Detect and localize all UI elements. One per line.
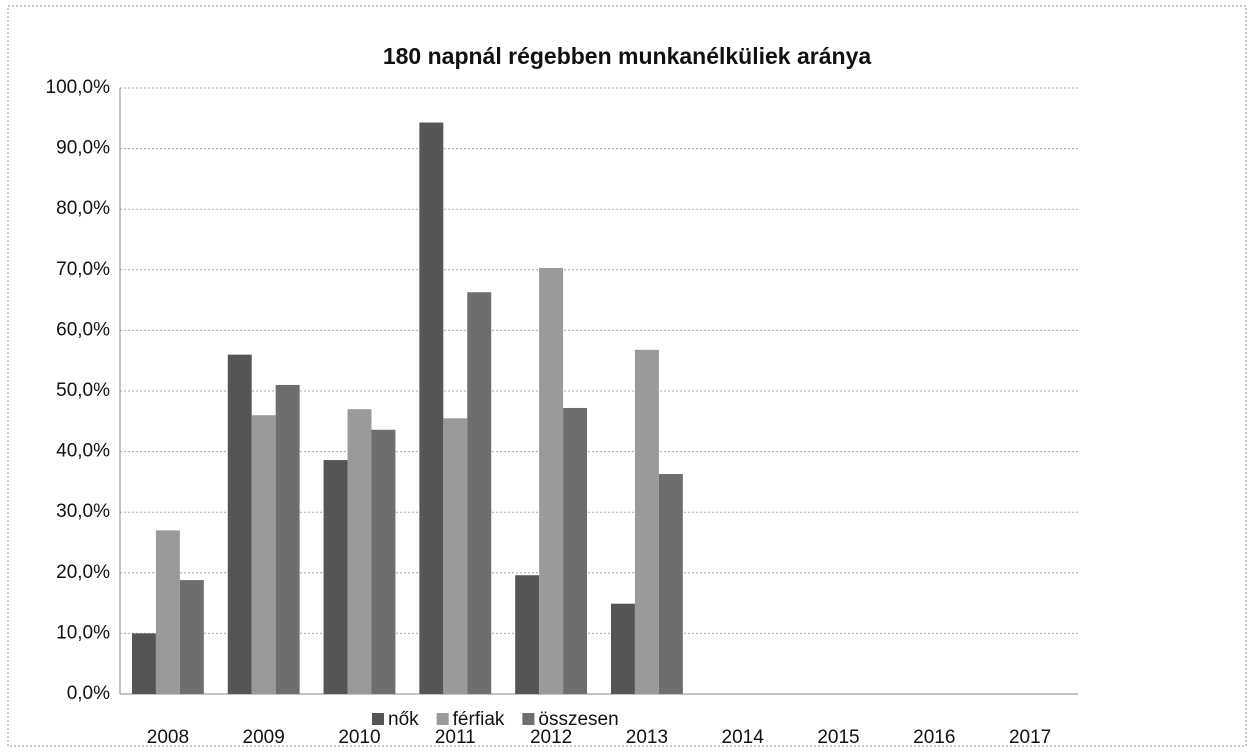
bar <box>371 429 396 694</box>
bar <box>227 354 252 694</box>
bar <box>443 418 468 694</box>
legend-label: összesen <box>538 709 618 730</box>
bar <box>155 530 180 694</box>
bar <box>347 409 372 694</box>
bar <box>658 474 683 694</box>
y-tick-label: 70,0% <box>56 259 110 280</box>
legend-swatch <box>436 713 449 725</box>
x-tick-label: 2010 <box>338 727 380 748</box>
chart-title: 180 napnál régebben munkanélküliek arány… <box>383 43 872 69</box>
x-tick-label: 2013 <box>626 727 668 748</box>
x-tick-label: 2014 <box>722 727 765 748</box>
legend-label: nők <box>388 709 419 730</box>
y-tick-label: 40,0% <box>56 441 110 462</box>
y-tick-label: 20,0% <box>56 562 110 583</box>
y-tick-label: 10,0% <box>56 622 110 643</box>
legend-label: férfiak <box>453 709 505 730</box>
y-tick-label: 30,0% <box>56 501 110 522</box>
y-tick-label: 90,0% <box>56 138 110 159</box>
y-tick-label: 0,0% <box>67 683 110 704</box>
x-tick-label: 2017 <box>1009 727 1051 748</box>
x-tick-label: 2009 <box>243 727 285 748</box>
y-tick-label: 50,0% <box>56 380 110 401</box>
x-tick-label: 2012 <box>530 727 572 748</box>
bar <box>610 603 635 694</box>
bar <box>323 460 348 694</box>
legend-swatch <box>522 713 535 725</box>
y-tick-label: 100,0% <box>46 77 111 98</box>
x-tick-label: 2016 <box>913 727 955 748</box>
bar <box>131 633 156 694</box>
bar <box>634 349 659 694</box>
x-tick-label: 2008 <box>147 727 189 748</box>
x-tick-label: 2015 <box>817 727 859 748</box>
bar <box>251 415 276 694</box>
chart-border <box>7 5 1247 747</box>
x-tick-label: 2011 <box>435 727 476 748</box>
bar <box>563 407 588 694</box>
bar <box>179 580 204 694</box>
bar <box>515 575 540 694</box>
legend-swatch <box>372 713 384 725</box>
y-tick-label: 80,0% <box>56 198 110 219</box>
bar <box>419 122 444 695</box>
y-tick-label: 60,0% <box>56 319 110 340</box>
bar <box>467 292 492 694</box>
bar <box>539 267 564 694</box>
bar <box>275 384 300 694</box>
